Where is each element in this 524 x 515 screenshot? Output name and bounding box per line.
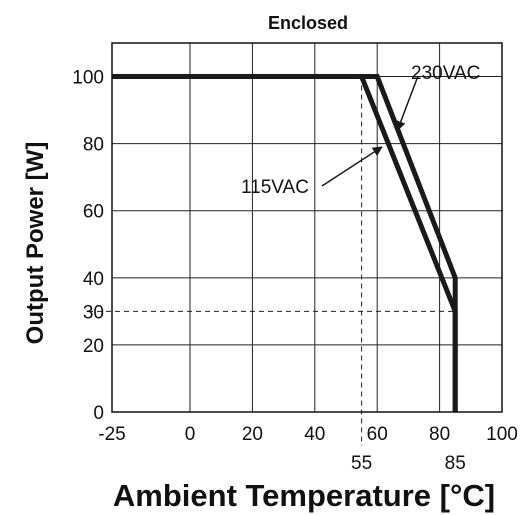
y-axis-label: Output Power [W] [22,142,49,345]
series-lines [112,74,458,412]
x-tick-label: 55 [351,453,372,474]
y-tick-label: 60 [83,202,104,223]
x-tick-label: -25 [98,424,125,445]
y-tick-label: 20 [83,336,104,357]
annotations: 230VAC 115VAC [241,63,480,198]
plot-border [111,42,503,413]
chart-title: Enclosed [268,13,348,33]
x-axis-label: Ambient Temperature [°C] [113,478,495,513]
series-line-230vac [112,74,458,412]
annotation-arrow-115vac [321,146,383,187]
annotation-label-115vac: 115VAC [241,177,309,198]
x-tick-label: 80 [429,424,450,445]
x-tick-label: 85 [445,453,466,474]
annotation-label-230vac: 230VAC [411,63,480,84]
grid [112,43,502,412]
y-tick-label: 30 [83,302,104,323]
annotation-arrow-230vac [395,75,419,132]
y-tick-label: 80 [83,135,104,156]
y-tick-label: 0 [93,403,104,424]
reference-lines [88,76,456,446]
x-tick-label: 60 [367,424,388,445]
x-tick-label: 100 [486,424,518,445]
series-line-115vac [112,74,458,412]
x-tick-label: 20 [242,424,263,445]
x-tick-label: 40 [304,424,325,445]
y-tick-label: 100 [72,68,104,89]
plot-frame [111,42,503,413]
x-tick-label: 0 [185,424,196,445]
y-tick-label: 40 [83,269,104,290]
